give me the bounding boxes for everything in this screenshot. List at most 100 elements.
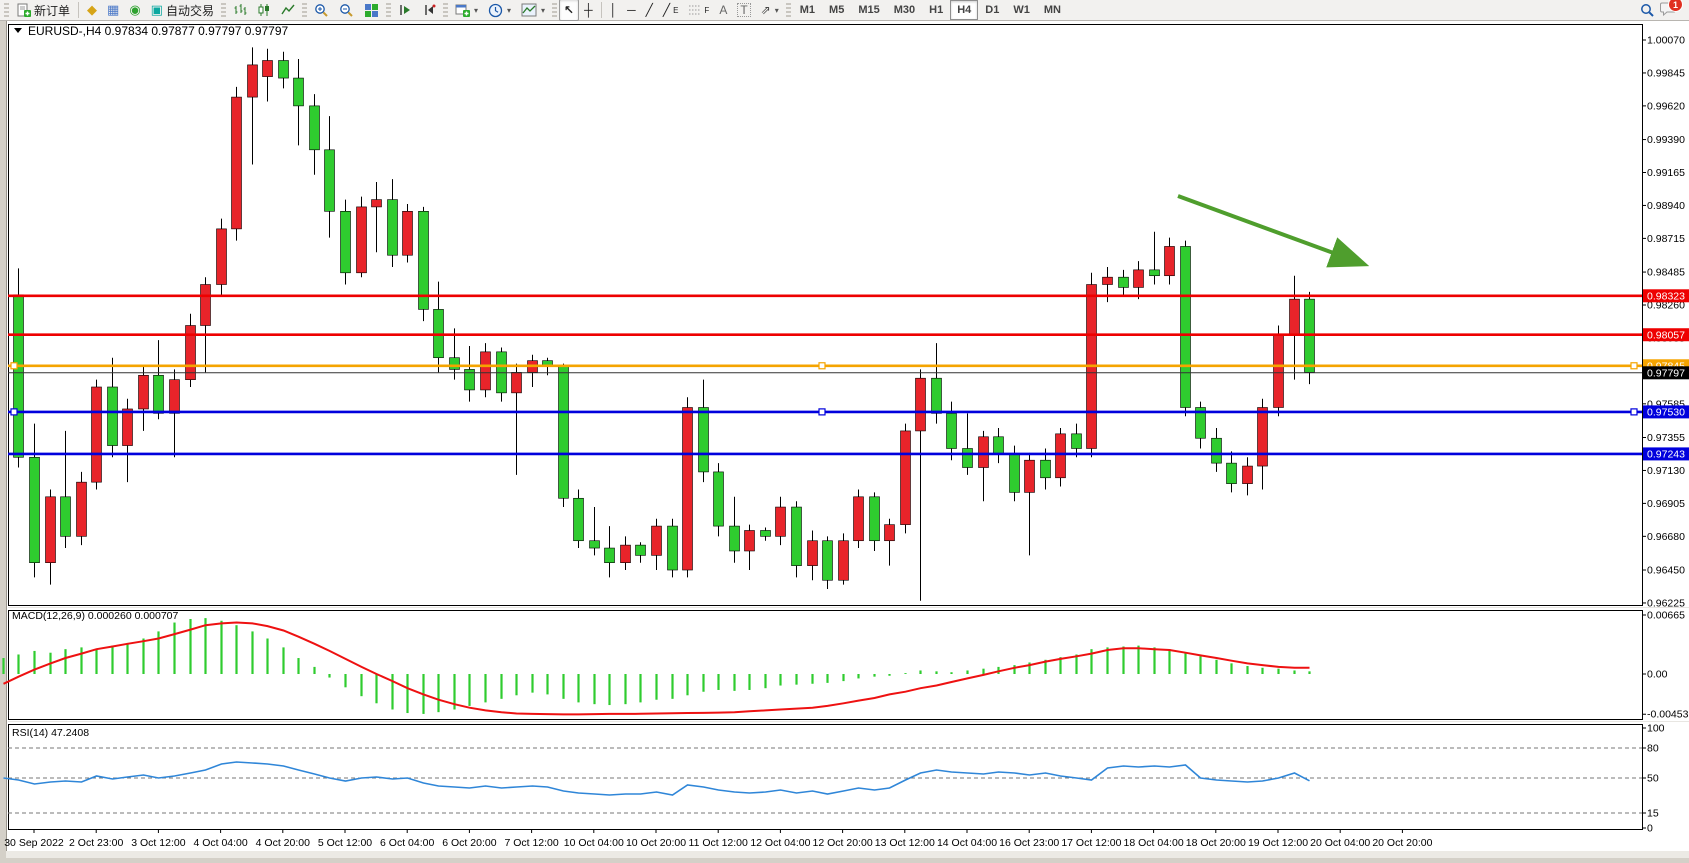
line-handle[interactable] — [10, 362, 18, 370]
timeframe-M5[interactable]: M5 — [829, 4, 845, 16]
dropdown-caret: ▾ — [774, 5, 779, 15]
time-axis-label: 5 Oct 12:00 — [318, 837, 372, 849]
candle-body — [713, 471, 724, 527]
time-axis-label: 16 Oct 23:00 — [999, 837, 1059, 849]
candle-body — [1180, 246, 1191, 408]
new-chart-button[interactable]: ▾ — [450, 0, 483, 21]
symbol-collapse-icon[interactable] — [14, 28, 22, 33]
candle-body — [651, 525, 662, 556]
zoom-in-button[interactable] — [309, 0, 334, 21]
rsi-axis-label: 15 — [1647, 808, 1659, 820]
crosshair-tool-button[interactable]: ┼ — [579, 0, 598, 21]
candle-body — [169, 379, 180, 414]
lamp-icon: ◆ — [87, 2, 98, 17]
new-order-button[interactable]: 新订单 — [11, 0, 75, 21]
price-axis-label: 0.96225 — [1647, 597, 1685, 609]
timeframe-M1[interactable]: M1 — [799, 4, 816, 16]
new-order-icon — [17, 3, 31, 17]
candle-body — [13, 294, 24, 458]
candle-body — [449, 357, 460, 370]
time-axis-label: 30 Sep 2022 — [4, 837, 64, 849]
chart-preview-icon: ▦ — [107, 2, 120, 17]
bottom-strip — [6, 851, 1689, 858]
line-handle[interactable] — [1630, 408, 1638, 416]
candle-body — [480, 351, 491, 391]
signal-button[interactable]: ◉ — [124, 0, 145, 21]
timeframe-MN[interactable]: MN — [1043, 4, 1061, 16]
line-price-label-text: 0.97243 — [1647, 449, 1685, 461]
auto-trading-button[interactable]: ▣ 自动交易 — [146, 0, 219, 21]
crosshair-icon: ┼ — [584, 3, 593, 17]
fibonacci-tool-button[interactable]: F — [683, 0, 714, 21]
timeframe-H1[interactable]: H1 — [929, 4, 944, 16]
line-handle[interactable] — [818, 362, 826, 370]
candle-body — [60, 496, 71, 537]
line-handle[interactable] — [10, 408, 18, 416]
chart-shift-button[interactable] — [417, 0, 441, 21]
candle-body — [791, 506, 802, 566]
horizontal-line-icon: ─ — [627, 3, 636, 17]
channel-tool-button[interactable]: ╱ E — [658, 0, 684, 21]
clock-icon — [488, 3, 503, 17]
line-price-label — [1643, 289, 1689, 303]
timeframe-group: M1 M5 M15 M30 H1 H4 D1 W1 MN — [793, 0, 1068, 20]
notifications-button[interactable]: 1 — [1660, 0, 1683, 19]
candle-body — [604, 547, 615, 563]
rsi-label: RSI(14) 47.2408 — [12, 727, 89, 739]
auto-scroll-button[interactable] — [393, 0, 417, 21]
timeframe-H4[interactable]: H4 — [950, 0, 979, 20]
vertical-line-icon: │ — [609, 3, 618, 17]
period-button[interactable]: ▾ — [483, 0, 516, 21]
trendline-tool-button[interactable]: ╱ — [641, 0, 658, 21]
time-axis-label: 6 Oct 04:00 — [380, 837, 434, 849]
bar-chart-button[interactable] — [228, 0, 252, 21]
signal-icon: ◉ — [129, 2, 141, 17]
trend-arrow-annotation[interactable] — [1177, 194, 1370, 268]
dropdown-caret: ▾ — [473, 5, 478, 15]
chart-preview-button[interactable]: ▦ — [102, 0, 124, 21]
vertical-line-tool-button[interactable]: │ — [605, 0, 623, 21]
candle-body — [1242, 465, 1253, 484]
channel-sub-label: E — [673, 5, 679, 15]
rsi-line — [3, 761, 1310, 796]
price-axis-label: 0.98260 — [1647, 300, 1685, 312]
line-handle[interactable] — [1630, 362, 1638, 370]
candle-body — [1257, 407, 1268, 467]
timeframe-M30[interactable]: M30 — [893, 4, 916, 16]
zoom-in-icon — [315, 3, 328, 17]
candlestick-chart-button[interactable] — [252, 0, 276, 21]
line-chart-button[interactable] — [276, 0, 300, 21]
tile-windows-button[interactable] — [359, 0, 384, 21]
indicators-button[interactable]: ▾ — [516, 0, 550, 21]
rsi-axis-label: 80 — [1647, 743, 1659, 755]
label-tool-button[interactable]: T — [732, 0, 755, 21]
zoom-out-button[interactable] — [334, 0, 359, 21]
macd-axis-label: 0.00 — [1647, 669, 1668, 681]
candle-body — [324, 149, 335, 212]
cursor-tool-button[interactable]: ↖ — [559, 0, 580, 21]
candle-body — [91, 386, 102, 483]
line-chart-icon — [281, 4, 295, 15]
time-axis-label: 19 Oct 12:00 — [1248, 837, 1308, 849]
timeframe-D1[interactable]: D1 — [985, 4, 1000, 16]
bar-chart-icon — [234, 4, 247, 15]
timeframe-M15[interactable]: M15 — [858, 4, 880, 16]
candle-body — [200, 284, 211, 326]
quote-ohlc-text: EURUSD-,H4 0.97834 0.97877 0.97797 0.977… — [28, 24, 289, 38]
timeframe-W1[interactable]: W1 — [1013, 4, 1030, 16]
candle-body — [853, 496, 864, 542]
horizontal-line-tool-button[interactable]: ─ — [622, 0, 641, 21]
candle-body — [387, 199, 398, 256]
rsi-pane — [8, 724, 1643, 830]
arrows-tool-button[interactable]: ⇗ ▾ — [756, 0, 784, 21]
indicators-icon — [521, 3, 537, 17]
search-button[interactable] — [1635, 0, 1660, 21]
candle-body — [76, 481, 87, 537]
text-tool-button[interactable]: A — [714, 0, 732, 21]
toolbar-drag-handle[interactable] — [4, 3, 9, 17]
quick-trade-button[interactable]: ◆ — [82, 0, 102, 21]
line-handle[interactable] — [818, 408, 826, 416]
time-axis-label: 18 Oct 04:00 — [1124, 837, 1184, 849]
